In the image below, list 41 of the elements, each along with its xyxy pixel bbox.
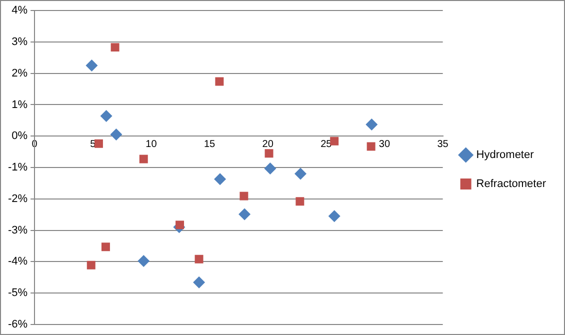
point	[294, 168, 307, 180]
point	[138, 255, 150, 268]
legend-label: Refractometer	[476, 178, 546, 190]
point	[86, 60, 98, 72]
x-tick-label: 10	[146, 138, 158, 150]
point	[193, 276, 206, 288]
point	[238, 208, 251, 220]
point	[264, 149, 274, 158]
point	[366, 142, 376, 151]
x-tick-label: 20	[262, 138, 274, 150]
point	[101, 242, 110, 252]
y-tick-label: -4%	[8, 256, 28, 268]
point	[194, 254, 204, 264]
y-tick-label: 4%	[12, 4, 28, 17]
legend-label: Hydrometer	[476, 149, 534, 162]
point	[264, 162, 276, 174]
point	[86, 260, 96, 270]
y-tick-label: 1%	[12, 98, 28, 111]
point	[110, 128, 122, 141]
point	[176, 220, 184, 230]
point	[139, 154, 148, 164]
point	[214, 173, 226, 186]
y-tick-label: 0%	[12, 130, 28, 142]
y-tick-label: -2%	[8, 192, 28, 205]
y-tick-label: -5%	[8, 287, 28, 300]
point	[240, 192, 248, 200]
x-tick-label: 35	[437, 138, 449, 150]
point	[366, 118, 378, 131]
y-tick-label: -6%	[8, 318, 28, 330]
point	[328, 210, 340, 222]
point	[94, 139, 103, 148]
x-tick-label: 15	[204, 138, 216, 150]
point	[110, 43, 120, 52]
point	[215, 77, 224, 86]
point	[296, 197, 304, 206]
y-tick-label: -1%	[8, 162, 28, 174]
x-tick-label: 30	[378, 138, 390, 150]
y-tick-label: -3%	[8, 224, 28, 236]
y-tick-label: 2%	[12, 67, 28, 80]
y-tick-label: 3%	[12, 36, 28, 48]
point	[100, 110, 112, 122]
